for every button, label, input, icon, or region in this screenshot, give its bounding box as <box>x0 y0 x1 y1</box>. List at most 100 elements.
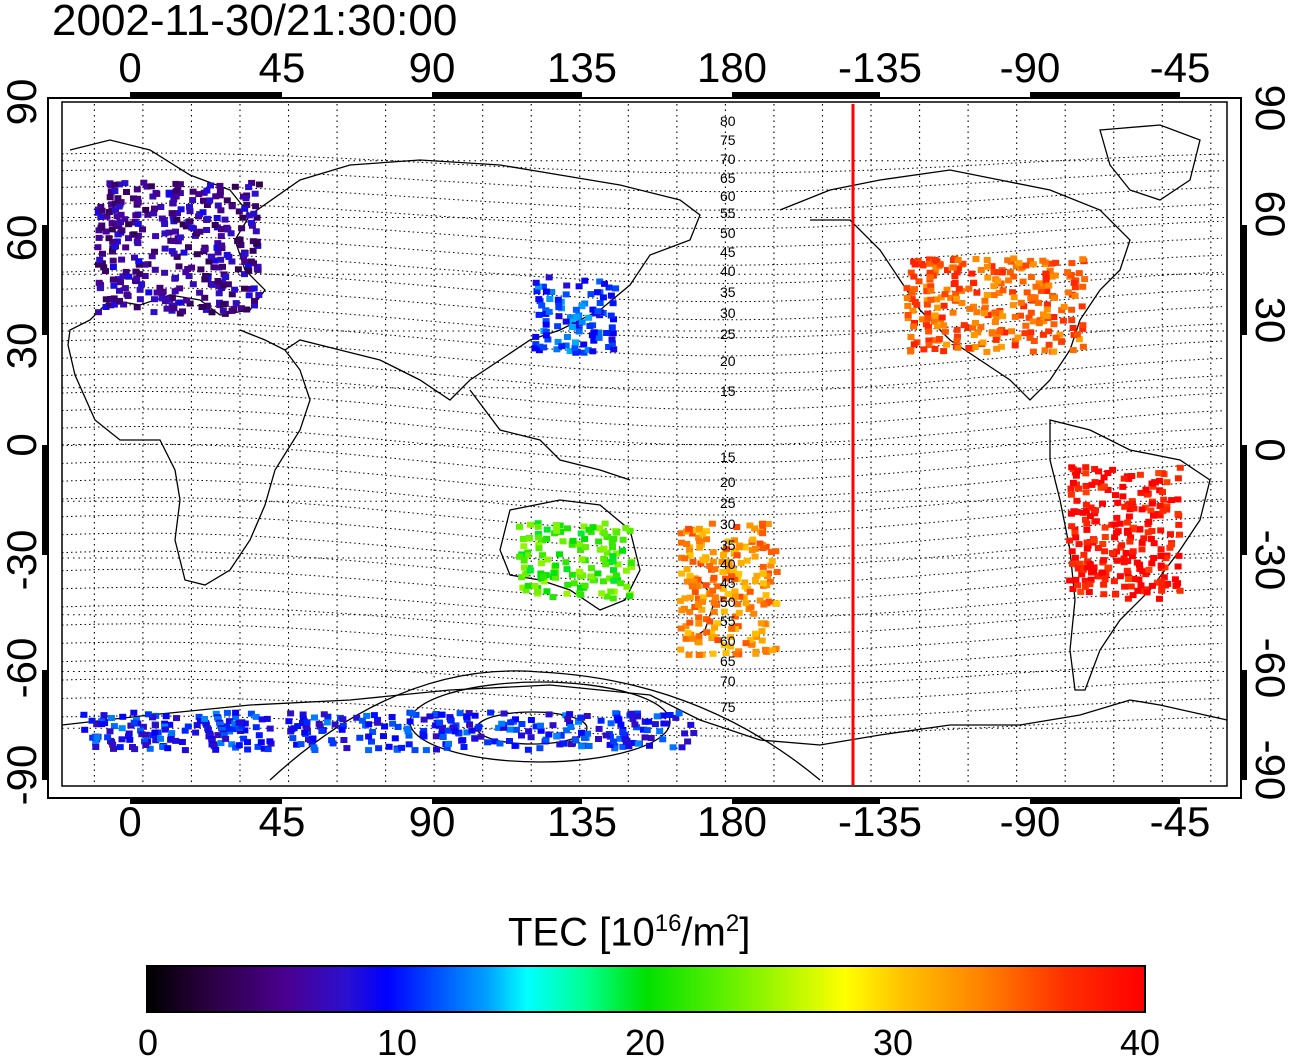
mlat-contour <box>61 678 1223 704</box>
tec-cell <box>740 594 748 601</box>
tec-cell <box>698 598 706 605</box>
tec-cell <box>204 215 212 222</box>
tec-cell <box>1090 564 1098 571</box>
tec-cell <box>767 549 775 555</box>
tec-cell <box>563 727 571 734</box>
tec-cell <box>603 593 611 600</box>
tec-cell <box>711 634 719 640</box>
tec-cell <box>1073 331 1081 338</box>
tec-cell <box>389 720 397 727</box>
tec-cell <box>214 278 222 284</box>
tec-cell <box>340 737 348 743</box>
contour-label: 25 <box>720 495 736 511</box>
frame-tick-bar <box>42 670 48 780</box>
tec-cell <box>979 339 987 346</box>
tec-cell <box>604 534 612 540</box>
tec-cell <box>546 296 554 302</box>
tec-cell <box>179 308 186 315</box>
tec-cell <box>432 733 440 740</box>
tec-cell <box>1095 573 1103 580</box>
tec-cell <box>297 741 305 748</box>
tec-cell <box>197 266 205 273</box>
mlat-contour <box>61 152 1223 174</box>
tec-cell <box>106 728 114 735</box>
tec-cell <box>596 312 604 319</box>
tec-cell <box>520 557 528 564</box>
tec-cell <box>121 216 129 223</box>
tec-cell <box>109 264 117 270</box>
tec-cell <box>1029 318 1037 325</box>
tec-cell <box>144 211 152 218</box>
tec-cell <box>170 250 178 257</box>
tec-cell <box>580 341 588 348</box>
tec-cell <box>201 276 209 283</box>
tec-cell <box>134 195 142 202</box>
tec-cell <box>710 608 718 615</box>
tec-cell <box>539 552 546 559</box>
tec-cell <box>1168 541 1175 548</box>
tec-cell <box>923 288 931 295</box>
tec-cell <box>463 729 471 736</box>
tec-cell <box>608 336 616 343</box>
tec-cell <box>201 245 209 252</box>
tec-cell <box>1174 496 1182 503</box>
tec-cell <box>163 296 171 303</box>
frame-tick-bar <box>732 798 880 804</box>
tec-cell <box>1088 481 1096 488</box>
tec-cell <box>253 214 261 221</box>
tec-cell <box>289 735 297 742</box>
tec-cell <box>228 741 236 748</box>
tec-cell <box>626 527 634 534</box>
tec-cell <box>577 547 585 553</box>
tec-cell <box>248 219 255 226</box>
tec-cell <box>141 261 149 268</box>
tec-cell <box>594 570 602 577</box>
tec-cell <box>1082 501 1090 508</box>
tec-cell <box>545 731 553 738</box>
tec-cell <box>1035 320 1043 327</box>
tec-cell <box>545 274 553 281</box>
tec-cell <box>1163 506 1171 513</box>
tec-cell <box>311 714 318 721</box>
tec-cell <box>487 709 495 716</box>
tec-cell <box>699 530 707 537</box>
tec-cell <box>923 297 931 304</box>
tec-cell <box>689 635 696 642</box>
tec-cell <box>930 318 938 325</box>
tec-cell <box>539 573 547 580</box>
tec-cell <box>506 738 513 744</box>
tec-cell <box>686 619 694 626</box>
tec-cell <box>97 224 105 231</box>
tec-cell <box>1009 289 1017 296</box>
mlat-contour <box>61 514 1223 551</box>
contour-label: 75 <box>720 132 736 148</box>
contour-label: 70 <box>720 151 736 167</box>
tec-cell <box>610 567 617 574</box>
tec-cell <box>706 591 714 598</box>
tec-cell <box>1135 576 1143 583</box>
magnetic-latitude-contours <box>61 152 1223 781</box>
tec-cell <box>165 229 173 236</box>
tec-cell <box>764 572 771 579</box>
tec-cell <box>176 190 184 197</box>
tec-cell <box>1125 576 1133 582</box>
tec-cell <box>973 309 981 316</box>
tec-cell <box>305 736 312 743</box>
tec-cell <box>595 538 603 545</box>
tec-cell <box>950 281 958 287</box>
tec-cell <box>686 608 694 615</box>
tec-cell <box>231 286 239 293</box>
tec-cell <box>220 301 227 308</box>
tec-cell <box>1075 541 1083 548</box>
colorbar-tick: 0 <box>137 1022 159 1063</box>
lon-tick-top: 180 <box>696 44 768 91</box>
tec-cell <box>965 285 973 292</box>
tec-cell <box>1120 475 1128 482</box>
tec-cell <box>217 256 225 263</box>
tec-cell <box>941 291 949 298</box>
tec-cell <box>217 740 225 747</box>
tec-cell <box>558 343 566 350</box>
lon-tick-bottom: 180 <box>696 798 768 845</box>
tec-cell <box>293 741 301 748</box>
tec-cell <box>119 713 127 720</box>
